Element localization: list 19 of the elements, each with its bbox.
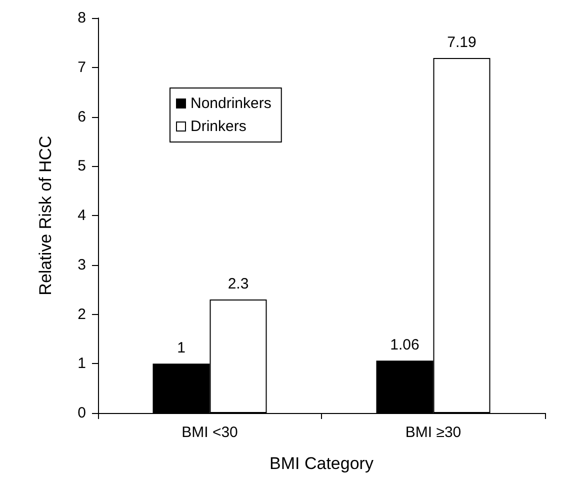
- y-tick-label: 7: [78, 58, 86, 76]
- y-tick-label: 8: [78, 10, 86, 26]
- data-label: 2.3: [228, 275, 249, 292]
- y-tick-label: 4: [78, 207, 86, 224]
- y-tick-label: 0: [78, 404, 86, 422]
- data-label: 1.06: [390, 336, 420, 354]
- y-tick-label: 1: [78, 355, 86, 372]
- legend-label: Drinkers: [190, 118, 246, 135]
- y-tick-label: 5: [78, 158, 86, 175]
- y-tick-label: 6: [78, 108, 86, 126]
- x-tick-label: BMI <30: [182, 424, 238, 441]
- y-axis-title: Relative Risk of HCC: [36, 136, 55, 296]
- x-tick-label: BMI ≥30: [405, 424, 462, 441]
- legend-label: Nondrinkers: [190, 95, 272, 112]
- y-tick-label: 3: [78, 256, 86, 274]
- data-label: 7.19: [447, 34, 476, 51]
- x-axis-title: BMI Category: [270, 454, 374, 473]
- y-tick-label: 2: [78, 306, 86, 323]
- data-label: 1: [177, 340, 186, 357]
